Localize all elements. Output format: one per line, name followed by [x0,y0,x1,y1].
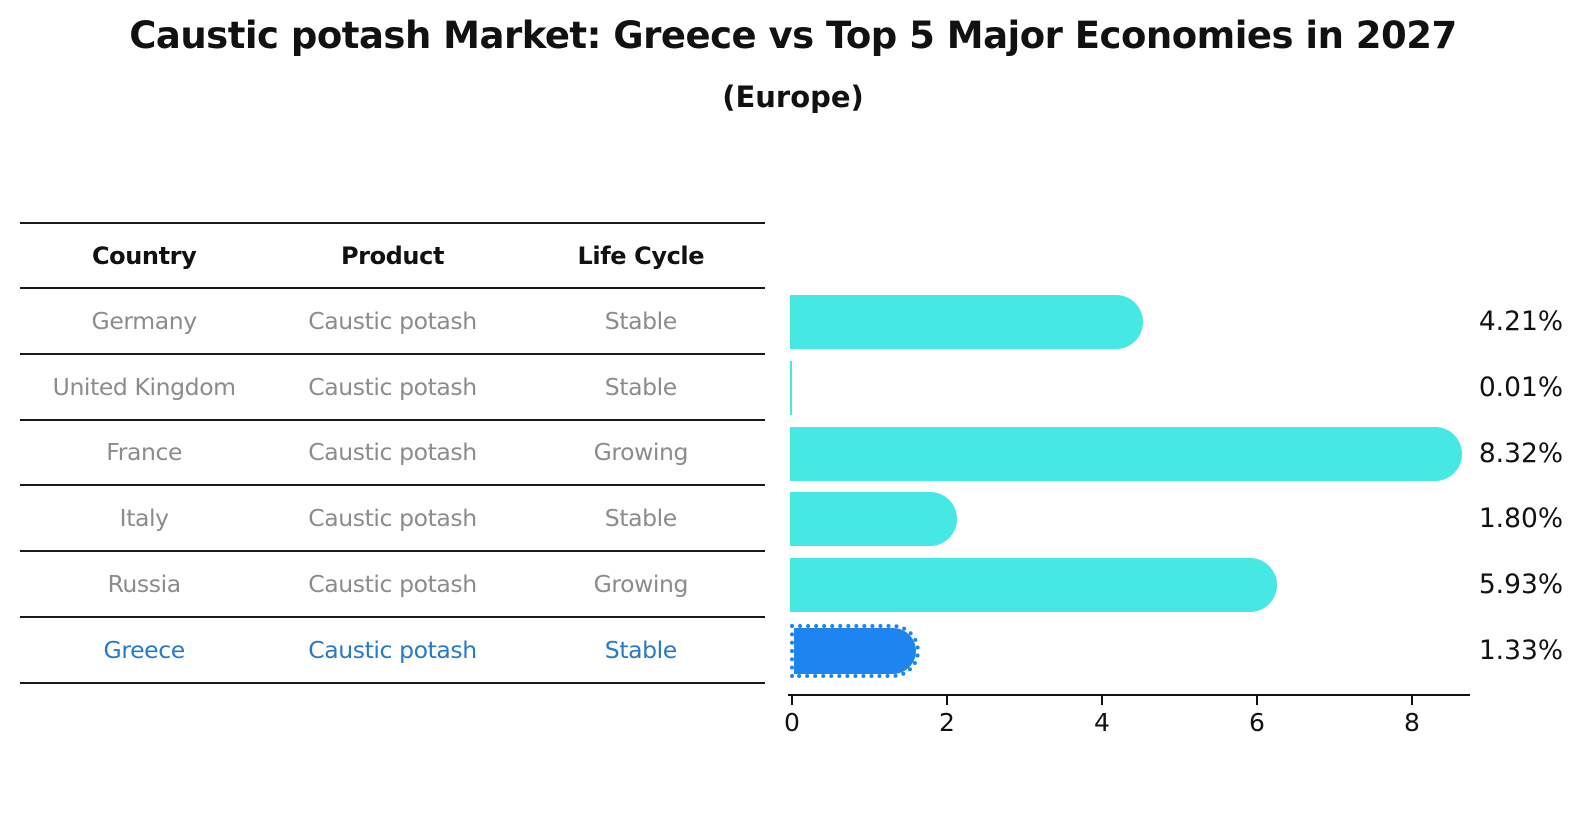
x-tick-mark [1410,696,1414,705]
cell-lifecycle: Growing [593,438,689,467]
table-header-row: Country Product Life Cycle [20,222,765,287]
x-tick-mark [1255,696,1259,705]
bar-value-label: 5.93% [1478,569,1563,601]
bar-france [790,426,1462,481]
cell-product: Caustic potash [308,372,477,401]
column-header-country: Country [91,241,197,270]
cell-country: Germany [91,306,198,335]
cell-product: Caustic potash [308,635,477,664]
table-row-russia: Russia Caustic potash Growing [20,550,765,616]
table-row-germany: Germany Caustic potash Stable [20,287,765,353]
x-tick-mark [945,696,949,705]
table-row-greece: Greece Caustic potash Stable [20,615,765,682]
cell-product: Caustic potash [308,438,477,467]
table-row-united-kingdom: United Kingdom Caustic potash Stable [20,352,765,419]
cell-lifecycle: Growing [593,570,689,599]
cell-product: Caustic potash [308,570,477,599]
x-tick-label: 4 [1094,708,1110,737]
bar-value-label: 0.01% [1478,371,1563,403]
bar-chart: 4.21% 0.01% 8.32% 1.80% 5.93% 1.33% 0 2 4 6… [784,222,1586,737]
cell-lifecycle: Stable [604,372,677,401]
bar-value-label: 4.21% [1478,306,1563,337]
table-row-italy: Italy Caustic potash Stable [20,484,765,550]
bar-value-label: 1.33% [1478,635,1563,666]
column-header-lifecycle: Life Cycle [577,241,705,270]
bar-germany [790,295,1144,349]
cell-product: Caustic potash [308,306,477,335]
cell-lifecycle: Stable [604,504,677,533]
x-tick-label: 0 [784,708,800,737]
cell-country: Italy [119,504,169,533]
cell-country: Greece [103,635,186,664]
x-tick-mark [1100,696,1104,705]
cell-lifecycle: Stable [604,635,677,664]
cell-product: Caustic potash [308,504,477,533]
bar-greece [790,624,921,678]
table-row-france: France Caustic potash Growing [20,418,765,485]
x-tick-label: 8 [1404,708,1420,737]
comparison-table: Country Product Life Cycle Germany Caust… [20,222,765,684]
bar-value-label: 8.32% [1478,437,1563,469]
cell-lifecycle: Stable [604,306,677,335]
cell-country: Russia [107,570,182,599]
column-header-product: Product [340,241,445,270]
bar-value-label: 1.80% [1478,503,1563,535]
cell-country: France [106,438,183,467]
bar-united-kingdom [790,360,792,415]
bar-russia [790,558,1277,613]
x-tick-mark [790,696,794,705]
x-tick-label: 6 [1249,708,1265,737]
x-axis [788,694,1470,696]
bar-italy [790,492,957,547]
x-tick-label: 2 [939,708,955,737]
chart-title: Caustic potash Market: Greece vs Top 5 M… [129,14,1457,57]
chart-subtitle: (Europe) [722,80,864,114]
cell-country: United Kingdom [52,372,236,401]
